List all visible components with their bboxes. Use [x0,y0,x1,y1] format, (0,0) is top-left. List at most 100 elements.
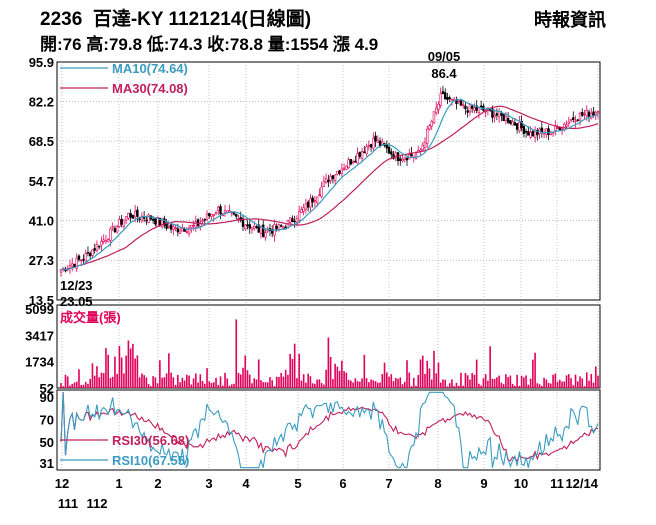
candle-body [450,98,454,101]
volume-bar [320,383,323,388]
volume-bar [260,380,262,388]
candle-body [181,228,184,232]
volume-bar [156,383,159,388]
candle-body [140,215,144,222]
volume-bar [433,350,435,388]
volume-bar [368,382,370,388]
volume-bar [453,386,456,388]
volume-bar [554,373,557,388]
candle-body [127,212,130,219]
volume-bar [183,380,186,388]
candle-body [511,121,514,126]
candle-body [531,130,535,137]
volume-bar [500,382,503,388]
candle-body [554,125,557,131]
ma30-legend-label: MA30(74.08) [112,81,188,96]
volume-bar [291,358,294,388]
volume-bar [269,377,271,388]
volume-bar [469,379,471,388]
volume-bar [338,370,341,388]
month-label: 6 [339,476,346,491]
volume-bar [239,374,242,388]
candle-body [271,229,274,234]
volume-bar [206,368,208,388]
volume-bar [388,376,390,388]
volume-bar [563,381,566,388]
volume-bar [343,371,345,388]
volume-bar [350,380,352,388]
candle-body [120,218,123,225]
candle-body [223,210,227,213]
volume-bar [361,378,363,388]
volume-tick-label: 52 [40,381,54,396]
volume-bar [525,375,527,388]
candle-body [477,107,481,113]
volume-bar [489,346,491,388]
candle-body [257,224,260,233]
volume-bar [136,355,139,388]
volume-bar [482,378,485,388]
month-label: 12 [55,476,69,491]
candle-body [133,210,137,218]
volume-bar [516,374,518,388]
price-tick-label: 13.5 [29,293,54,308]
volume-bar [197,382,199,388]
candle-body [106,239,110,243]
price-tick-label: 54.7 [29,174,54,189]
candle-body [572,117,575,120]
candle-body [461,104,465,106]
rsi-panel-frame [56,389,601,471]
volume-bar [572,385,575,388]
candle-body [84,253,87,262]
volume-bar [168,353,170,388]
candle-body [318,194,321,196]
volume-bar [105,348,107,388]
candle-body [196,219,200,227]
volume-bar [208,381,211,388]
candle-body [163,218,166,226]
volume-bar [484,374,487,388]
candle-body [109,228,112,241]
candle-body [385,144,388,149]
candle-body [187,227,191,235]
volume-bar [377,382,379,388]
volume-bar [347,379,350,388]
candle-body [174,227,177,229]
candle-body [194,221,198,228]
candle-body [80,259,83,262]
volume-bar [289,353,291,388]
candle-body [500,113,503,116]
volume-bar [138,377,141,388]
volume-bar [379,382,381,388]
volume-bar [165,373,168,388]
candle-body [547,128,550,135]
candle-body [567,121,570,124]
volume-bar [505,374,507,388]
candle-body [208,213,211,217]
candle-body [102,239,105,242]
volume-tick-label: 3417 [25,328,54,343]
volume-bar [471,372,473,388]
volume-bar [84,382,87,388]
volume-bar [352,382,354,388]
month-label: 8 [434,476,441,491]
volume-bar [91,363,94,388]
candle-body [160,219,164,228]
candle-body [536,129,539,136]
volume-bar [159,360,161,388]
candle-body [320,186,323,198]
volume-bar [217,384,220,388]
candle-body [524,131,528,133]
volume-bar [179,382,181,388]
volume-bar [570,378,572,388]
volume-bar [251,383,253,388]
candle-body [300,209,303,213]
volume-bar [280,372,282,388]
volume-bar [71,383,74,388]
month-label: 4 [242,476,250,491]
low-date-annotation: 12/23 [60,278,93,293]
volume-bar [163,377,166,388]
price-tick-label: 82.2 [29,95,54,110]
volume-tick-label: 1734 [25,355,55,370]
candle-body [250,227,254,230]
